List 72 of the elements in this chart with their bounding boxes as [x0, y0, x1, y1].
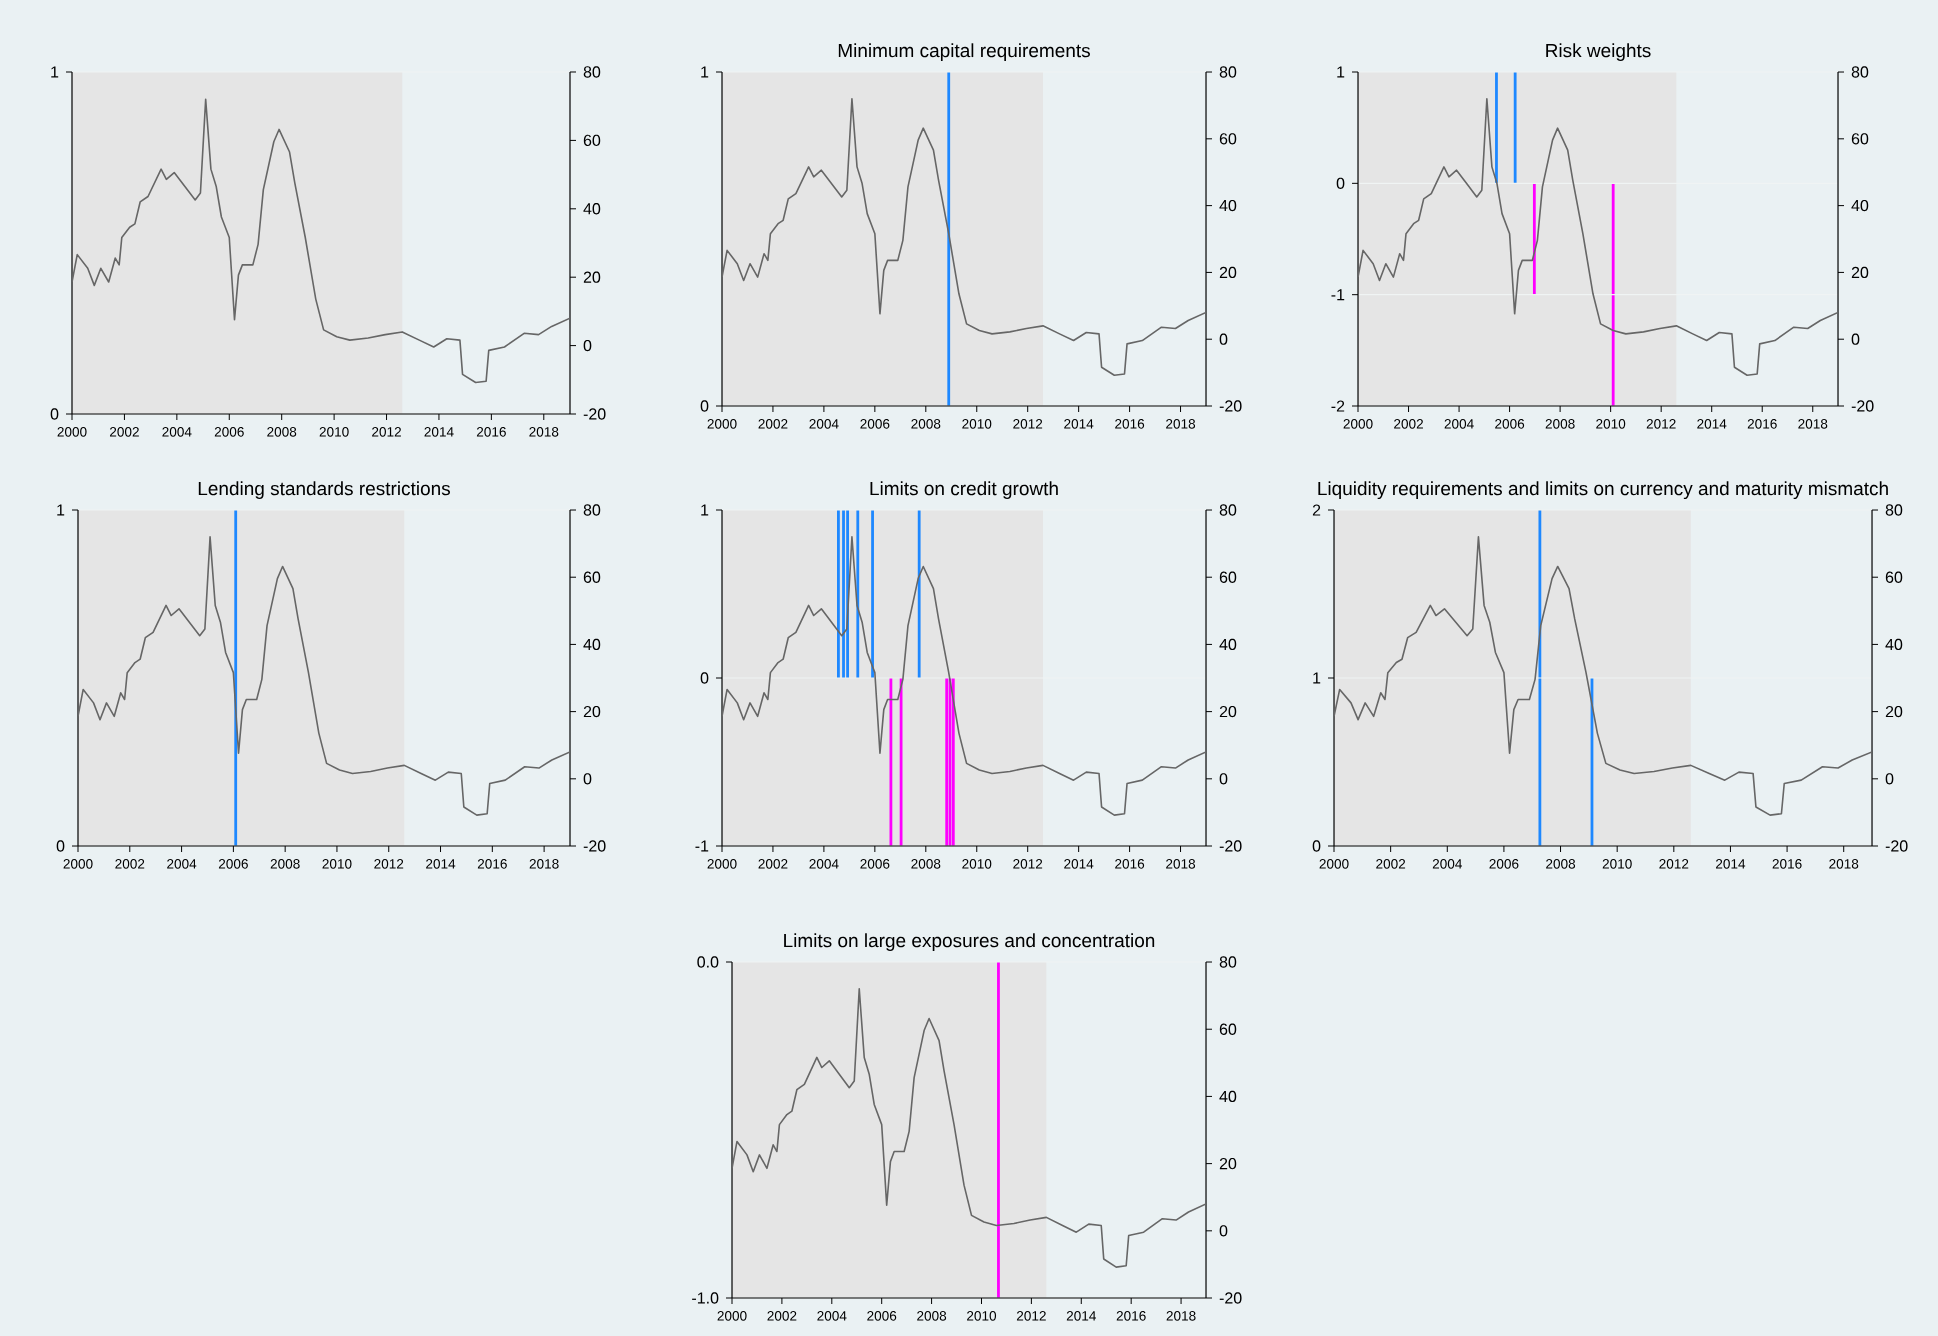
- line-series: [1334, 536, 1873, 816]
- y-tick-label: 1: [1337, 66, 1345, 78]
- chart-title: Minimum capital requirements: [838, 43, 1090, 61]
- y-tick-label: 0: [50, 408, 59, 420]
- y2-tick-label: 20: [583, 271, 601, 283]
- y2-tick-label: 60: [1885, 571, 1903, 583]
- y-tick-label: 1: [57, 504, 65, 516]
- y2-tick-label: 80: [1885, 504, 1903, 516]
- y2-tick-label: 40: [1219, 1090, 1237, 1103]
- y2-tick-label: 20: [1219, 1157, 1237, 1170]
- y-tick-label: 1: [701, 66, 709, 78]
- y-tick-label: 0.0: [697, 956, 719, 968]
- y2-tick-label: 20: [1219, 266, 1237, 279]
- y-tick-label: -1: [695, 840, 709, 852]
- y2-tick-label: 20: [583, 705, 601, 718]
- y2-tick-label: -20: [1851, 400, 1874, 412]
- chart-title: Limits on large exposures and concentration: [784, 933, 1155, 952]
- y2-tick-label: -20: [1219, 1292, 1242, 1304]
- y-tick-label: 2: [1312, 504, 1321, 516]
- y2-tick-label: 40: [1219, 638, 1237, 651]
- y-tick-label: -2: [1331, 400, 1345, 412]
- y-tick-label: 1: [51, 66, 59, 78]
- line-series: [1358, 97, 1839, 377]
- y2-tick-label: 60: [583, 134, 601, 147]
- y-tick-label: 1: [701, 504, 709, 516]
- y-tick-label: 0: [700, 672, 709, 684]
- y2-tick-label: 80: [583, 504, 601, 516]
- y2-tick-label: 20: [1851, 266, 1869, 279]
- y2-tick-label: 0: [1219, 773, 1228, 785]
- y2-tick-label: 40: [1851, 199, 1869, 212]
- y2-tick-label: 0: [583, 773, 592, 785]
- y-tick-label: -1: [1331, 289, 1345, 301]
- y-tick-label: 0: [700, 400, 709, 412]
- y2-tick-label: -20: [1219, 840, 1242, 852]
- chart-title: Lending standards restrictions: [198, 481, 450, 500]
- y2-tick-label: 0: [1219, 333, 1228, 345]
- y2-tick-label: 60: [1219, 571, 1237, 583]
- y2-tick-label: 0: [1885, 773, 1894, 785]
- y2-tick-label: 80: [1219, 504, 1237, 516]
- y-tick-label: 0: [1336, 177, 1345, 189]
- y2-tick-label: 60: [1851, 133, 1869, 145]
- y2-tick-label: 80: [1219, 66, 1237, 78]
- y2-tick-label: 80: [1851, 66, 1869, 78]
- y2-tick-label: 20: [1219, 705, 1237, 718]
- y2-tick-label: 0: [1219, 1225, 1228, 1237]
- y2-tick-label: 80: [1219, 956, 1237, 968]
- y2-tick-label: -20: [583, 840, 606, 852]
- y2-tick-label: 0: [1851, 333, 1860, 345]
- line-series: [732, 988, 1207, 1268]
- y2-tick-label: -20: [1219, 400, 1242, 412]
- y2-tick-label: 0: [583, 339, 592, 352]
- y-tick-label: 0: [1312, 840, 1321, 852]
- y2-tick-label: -20: [583, 408, 606, 420]
- line-series: [722, 536, 1207, 816]
- y2-tick-label: 60: [583, 571, 601, 583]
- y2-tick-label: 60: [1219, 133, 1237, 145]
- y2-tick-label: 40: [1885, 638, 1903, 651]
- y2-tick-label: 20: [1885, 705, 1903, 718]
- y-tick-label: 0: [56, 840, 65, 852]
- y2-tick-label: 40: [583, 638, 601, 651]
- y-tick-label: -1.0: [692, 1292, 719, 1304]
- line-series: [78, 536, 571, 816]
- y2-tick-label: -20: [1885, 840, 1908, 852]
- chart-title: Limits on credit growth: [870, 481, 1058, 500]
- y2-tick-label: 80: [583, 66, 601, 78]
- y2-tick-label: 40: [1219, 199, 1237, 212]
- y-tick-label: 1: [1313, 672, 1321, 684]
- chart-title: Liquidity requirements and limits on currency and maturity mismatch: [1318, 481, 1888, 500]
- chart-title: Risk weights: [1546, 43, 1651, 62]
- y2-tick-label: 40: [583, 203, 601, 215]
- y2-tick-label: 60: [1219, 1023, 1237, 1035]
- line-series: [72, 98, 570, 384]
